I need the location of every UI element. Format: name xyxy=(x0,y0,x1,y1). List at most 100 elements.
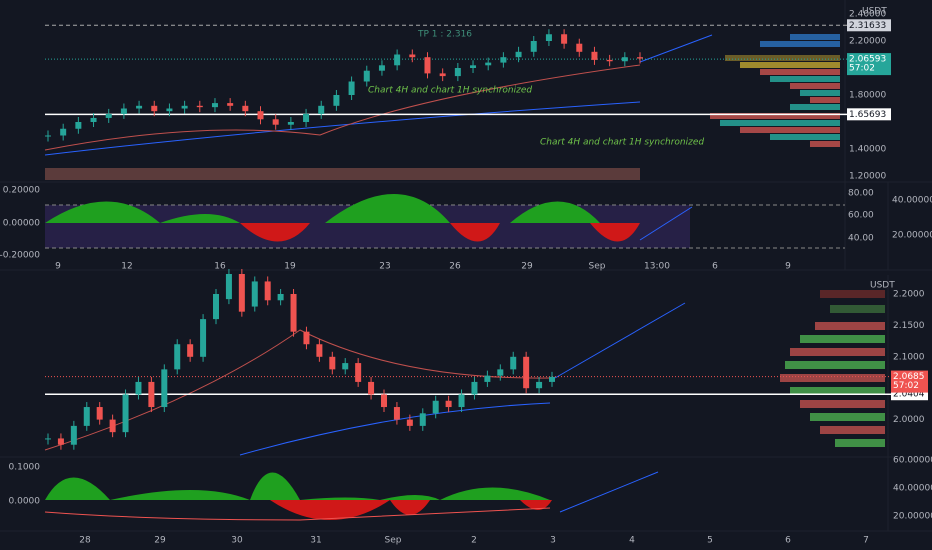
date-label: 2 xyxy=(471,536,477,546)
candle xyxy=(368,381,375,395)
date-label: 12 xyxy=(121,262,132,272)
price-tag xyxy=(847,53,891,76)
price-tag xyxy=(891,370,928,393)
candle xyxy=(497,369,504,376)
date-label: 6 xyxy=(785,536,791,546)
date-label: 5 xyxy=(707,536,713,546)
candle xyxy=(148,381,155,408)
candle xyxy=(355,363,362,382)
candle xyxy=(211,103,218,108)
date-label: 9 xyxy=(785,262,791,272)
candle xyxy=(272,119,279,125)
indicator-label: 80.00 xyxy=(848,189,874,199)
candle xyxy=(227,103,234,106)
candle xyxy=(329,356,336,370)
indicator-label: 0.20000 xyxy=(3,186,40,196)
candle xyxy=(136,105,143,109)
candle xyxy=(561,34,568,44)
date-label: 3 xyxy=(550,536,556,546)
candle xyxy=(419,413,426,426)
price-tag-text: 2.0404 xyxy=(893,390,925,400)
histogram-up xyxy=(45,194,600,223)
candle xyxy=(161,369,168,408)
price-tag xyxy=(847,108,891,121)
candle xyxy=(57,438,64,445)
date-label: 6 xyxy=(712,262,718,272)
volume-profile xyxy=(710,34,840,147)
candle xyxy=(621,57,628,62)
candle xyxy=(70,425,77,445)
candle xyxy=(287,122,294,125)
candle xyxy=(470,65,477,68)
candle xyxy=(484,375,491,382)
candle xyxy=(406,419,413,426)
indicator-label: 60.00 xyxy=(848,211,874,221)
ma-line xyxy=(44,64,641,151)
volume-bars xyxy=(45,168,640,180)
candle xyxy=(458,394,465,408)
candle xyxy=(290,294,297,332)
candle xyxy=(500,57,507,63)
volume-profile-bottom xyxy=(780,290,885,447)
candle xyxy=(510,356,517,370)
candle xyxy=(181,105,188,109)
candle xyxy=(187,344,194,357)
price-tag-text: 2.31633 xyxy=(849,21,886,31)
candle xyxy=(545,34,552,41)
candle xyxy=(90,117,97,122)
candle xyxy=(257,111,264,120)
candle xyxy=(530,41,537,52)
candle xyxy=(445,400,452,408)
indicator-label: 0.00000 xyxy=(3,219,40,229)
candle xyxy=(135,381,142,395)
date-label: 9 xyxy=(55,262,61,272)
candle xyxy=(381,394,387,408)
candle xyxy=(549,376,555,382)
candle xyxy=(424,57,431,74)
candle xyxy=(471,381,478,395)
price-label: 1.20000 xyxy=(849,172,886,182)
candle xyxy=(151,105,158,112)
candle xyxy=(120,108,127,114)
annotation: Chart 4H and chart 1H synchronized xyxy=(368,86,532,96)
candle xyxy=(394,54,401,66)
countdown: 57:02 xyxy=(893,381,919,391)
candle xyxy=(213,294,219,320)
indicator-label: 20.00000 xyxy=(893,512,932,522)
candle xyxy=(316,344,323,357)
candle xyxy=(439,73,446,77)
candle xyxy=(536,381,543,389)
candle xyxy=(242,105,249,112)
date-label: 19 xyxy=(284,262,296,272)
candle xyxy=(409,54,416,58)
date-label: 16 xyxy=(214,262,226,272)
candle xyxy=(166,108,173,112)
date-label: 29 xyxy=(154,536,166,546)
candle xyxy=(174,344,181,370)
date-label: Sep xyxy=(385,536,402,546)
candle xyxy=(591,51,598,60)
candle xyxy=(606,59,613,62)
annotation: TP 1 : 2.316 xyxy=(417,30,472,40)
date-label: 28 xyxy=(79,536,91,546)
candle xyxy=(333,95,340,106)
candle xyxy=(96,407,103,420)
price-label: 2.40000 xyxy=(849,10,886,20)
indicator-label: -0.20000 xyxy=(0,251,40,261)
price-label: 2.2000 xyxy=(893,290,925,300)
indicator-label: 20.00000 xyxy=(892,231,932,241)
candle xyxy=(225,274,232,300)
price-label: 1.80000 xyxy=(849,91,886,101)
candle xyxy=(45,438,51,440)
candle xyxy=(264,281,271,301)
price-label: 2.20000 xyxy=(849,37,886,47)
candle xyxy=(576,43,583,52)
candle xyxy=(75,122,82,129)
unit: USDT xyxy=(870,281,895,291)
candle xyxy=(342,363,349,370)
candle xyxy=(515,51,522,58)
candle xyxy=(251,281,258,307)
candle xyxy=(523,356,530,389)
